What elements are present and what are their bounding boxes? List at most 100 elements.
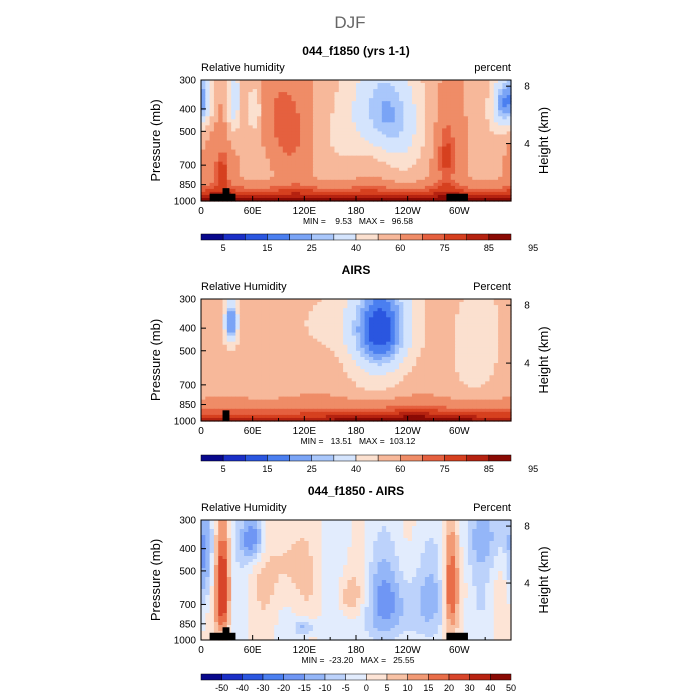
heatmap-cell: [364, 146, 370, 151]
heatmap-cell: [407, 320, 413, 324]
heatmap-cell: [489, 101, 495, 105]
heatmap-cell: [287, 170, 293, 175]
heatmap-cell: [248, 176, 254, 181]
heatmap-cell: [209, 155, 215, 160]
heatmap-cell: [502, 83, 508, 87]
heatmap-cell: [429, 131, 435, 136]
y2-tick-label: 4: [524, 139, 530, 150]
heatmap-cell: [209, 347, 215, 352]
heatmap-cell: [424, 152, 430, 157]
heatmap-cell: [347, 185, 353, 190]
heatmap-cell: [411, 92, 417, 96]
heatmap-cell: [467, 338, 473, 343]
heatmap-cell: [351, 314, 357, 318]
heatmap-cell: [312, 317, 318, 321]
heatmap-cell: [463, 305, 469, 309]
heatmap-cell: [278, 369, 284, 373]
heatmap-cell: [343, 302, 348, 306]
heatmap-cell: [506, 89, 512, 93]
heatmap-cell: [420, 299, 426, 303]
heatmap-cell: [429, 197, 435, 202]
heatmap-cell: [493, 356, 499, 361]
heatmap-cell: [244, 308, 249, 312]
colorbar-label: 95: [528, 243, 538, 253]
heatmap-cell: [235, 372, 241, 376]
heatmap-cell: [209, 95, 215, 99]
heatmap-cell: [295, 170, 301, 175]
heatmap-cell: [386, 134, 392, 139]
heatmap-cell: [282, 122, 288, 126]
heatmap-cell: [467, 125, 473, 130]
heatmap-cell: [213, 119, 219, 123]
heatmap-cell: [239, 320, 245, 324]
heatmap-cell: [485, 299, 491, 303]
heatmap-cell: [424, 194, 430, 199]
heatmap-cell: [282, 326, 288, 331]
heatmap-cell: [213, 323, 219, 328]
heatmap-cell: [274, 323, 280, 328]
heatmap-cell: [338, 314, 344, 318]
heatmap-cell: [442, 161, 448, 166]
heatmap-cell: [347, 338, 353, 343]
heatmap-cell: [338, 369, 344, 373]
heatmap-cell: [334, 104, 340, 108]
heatmap-cell: [364, 119, 370, 123]
colorbar-swatch: [200, 233, 224, 241]
heatmap-cell: [368, 347, 374, 352]
heatmap-cell: [222, 378, 228, 382]
heatmap-cell: [411, 83, 417, 87]
heatmap-cell: [209, 143, 215, 148]
heatmap-cell: [312, 113, 318, 117]
heatmap-cell: [424, 191, 430, 196]
heatmap-cell: [265, 185, 271, 190]
heatmap-cell: [321, 86, 327, 90]
heatmap-cell: [205, 89, 211, 93]
heatmap-cell: [338, 344, 344, 349]
heatmap-cell: [498, 335, 503, 340]
heatmap-cell: [222, 329, 228, 334]
heatmap-cell: [261, 176, 267, 181]
heatmap-cell: [368, 329, 374, 334]
heatmap-cell: [377, 372, 383, 376]
heatmap-cell: [420, 92, 426, 96]
heatmap-cell: [429, 173, 435, 178]
heatmap-cell: [231, 360, 237, 364]
heatmap-cell: [411, 128, 417, 133]
heatmap-cell: [291, 329, 297, 334]
heatmap-cell: [399, 113, 404, 117]
heatmap-cell: [265, 311, 271, 315]
heatmap-cell: [317, 164, 323, 169]
heatmap-cell: [463, 381, 469, 385]
heatmap-cell: [377, 107, 383, 111]
heatmap-cell: [360, 323, 366, 328]
heatmap-cell: [347, 341, 353, 346]
heatmap-cell: [235, 140, 241, 145]
heatmap-cell: [429, 332, 435, 337]
heatmap-cell: [235, 378, 241, 382]
heatmap-cell: [502, 158, 508, 163]
heatmap-cell: [274, 119, 280, 123]
heatmap-cell: [325, 137, 331, 142]
heatmap-cell: [386, 366, 392, 370]
heatmap-cell: [252, 353, 258, 358]
heatmap-cell: [300, 122, 305, 126]
heatmap-cell: [420, 326, 426, 331]
heatmap-cell: [330, 308, 336, 312]
heatmap-cell: [261, 155, 267, 160]
heatmap-cell: [411, 107, 417, 111]
heatmap-cell: [485, 176, 491, 181]
heatmap-cell: [356, 378, 361, 382]
heatmap-cell: [274, 185, 280, 190]
heatmap-cell: [399, 119, 404, 123]
heatmap-cell: [455, 344, 460, 349]
heatmap-cell: [347, 314, 353, 318]
heatmap-cell: [416, 104, 422, 108]
heatmap-cell: [377, 113, 383, 117]
heatmap-cell: [381, 104, 387, 108]
heatmap-cell: [325, 369, 331, 373]
heatmap-cell: [218, 113, 224, 117]
heatmap-cell: [351, 188, 357, 193]
heatmap-cell: [442, 140, 448, 145]
heatmap-cell: [360, 375, 366, 379]
heatmap-cell: [269, 152, 275, 157]
